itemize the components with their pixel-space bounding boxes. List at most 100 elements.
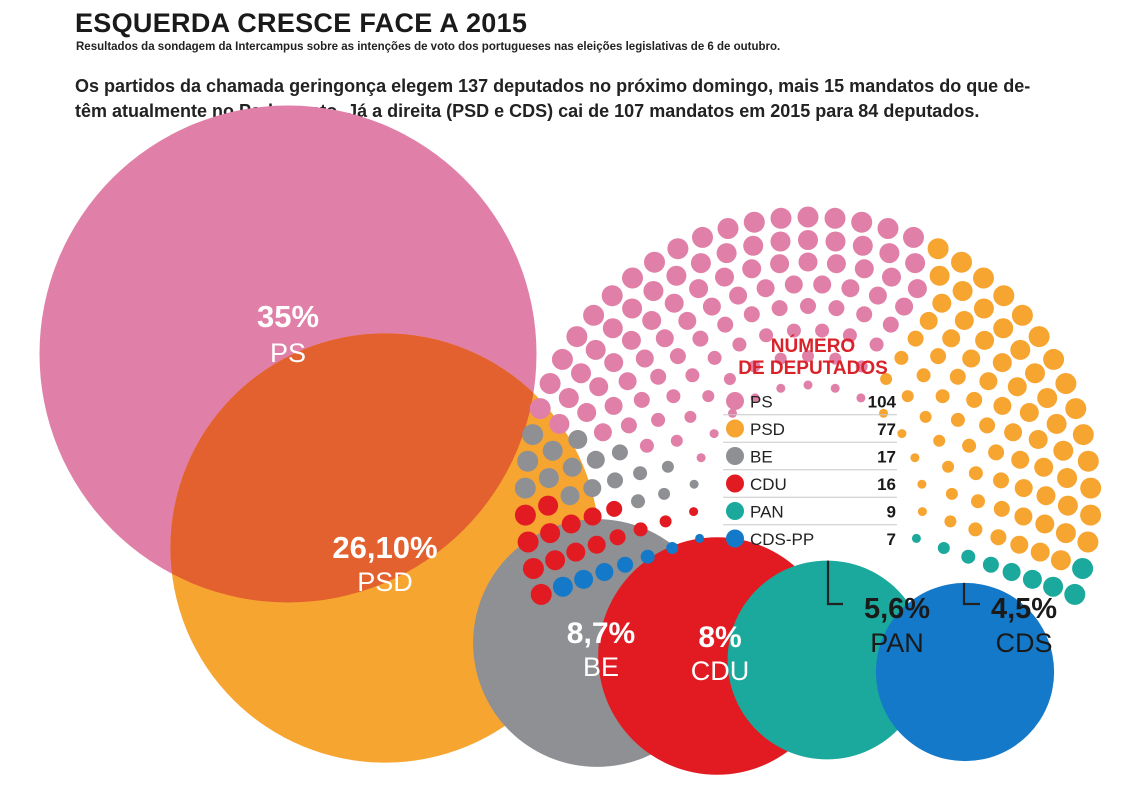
seat-ps xyxy=(666,265,687,286)
legend-seats-be: 17 xyxy=(877,448,896,467)
seat-psd xyxy=(1053,440,1074,461)
seat-cdu xyxy=(561,514,581,534)
seat-psd xyxy=(1034,457,1054,477)
seat-psd xyxy=(973,267,994,289)
leader-line-cds xyxy=(962,582,980,606)
seat-ps xyxy=(622,267,643,289)
seat-ps xyxy=(692,330,709,347)
seat-psd xyxy=(988,444,1005,461)
seat-cdu xyxy=(609,529,626,546)
seat-ps xyxy=(593,423,612,442)
legend-swatch-cdu xyxy=(726,474,744,493)
seat-psd xyxy=(1036,486,1056,506)
seat-be xyxy=(538,468,559,488)
label-pct-be: 8,7% xyxy=(567,617,635,650)
legend-swatch-cds-pp xyxy=(726,529,744,548)
seat-psd xyxy=(907,330,924,347)
legend-party-ps: PS xyxy=(750,393,773,412)
seat-ps xyxy=(715,267,734,287)
seat-psd xyxy=(1057,495,1078,516)
seat-psd xyxy=(1004,423,1023,442)
seat-cdu xyxy=(689,507,699,517)
seat-ps xyxy=(784,275,803,294)
seat-psd xyxy=(1046,413,1067,434)
seat-psd xyxy=(950,412,965,427)
seat-ps xyxy=(643,281,664,301)
seat-cdu xyxy=(587,535,606,554)
seat-pan xyxy=(937,542,950,554)
seat-psd xyxy=(910,453,920,463)
seat-ps xyxy=(824,207,846,229)
bubble-cds xyxy=(875,582,1055,762)
seat-cds-pp xyxy=(574,569,594,589)
seat-psd xyxy=(1030,542,1050,562)
legend-swatch-pan xyxy=(726,502,744,520)
seat-ps xyxy=(742,259,762,279)
seat-cdu xyxy=(517,531,539,553)
seat-ps xyxy=(644,251,665,273)
seat-ps xyxy=(650,368,667,385)
seat-ps xyxy=(716,243,737,264)
seat-ps xyxy=(770,254,790,274)
seat-ps xyxy=(732,337,747,352)
seat-psd xyxy=(1014,479,1033,498)
label-name-pan: PAN xyxy=(870,628,924,658)
parliament-hemicycle xyxy=(514,206,1102,605)
seat-psd xyxy=(1028,430,1048,449)
seat-psd xyxy=(917,507,927,517)
seat-psd xyxy=(993,318,1014,339)
seat-ps xyxy=(666,389,681,404)
seat-ps xyxy=(692,226,713,248)
seat-be xyxy=(542,440,563,461)
seat-cds-pp xyxy=(666,542,679,554)
seat-ps xyxy=(723,373,736,385)
seat-psd xyxy=(945,487,958,500)
label-name-cds: CDS xyxy=(995,628,1052,658)
label-pct-cdu: 8% xyxy=(698,621,741,654)
bubble-overlap-ps-psd xyxy=(170,333,537,603)
seat-ps xyxy=(669,348,686,365)
seat-ps xyxy=(589,377,609,397)
seat-cdu xyxy=(538,495,559,516)
seat-ps xyxy=(842,328,857,343)
seat-ps xyxy=(604,353,624,373)
seat-psd xyxy=(993,396,1012,415)
seat-cdu xyxy=(514,504,536,526)
seat-ps xyxy=(797,206,819,228)
legend-party-be: BE xyxy=(750,448,773,467)
seat-ps xyxy=(828,300,845,317)
seat-psd xyxy=(1065,398,1087,420)
seat-psd xyxy=(1007,377,1027,397)
seat-ps xyxy=(802,350,814,362)
seat-ps xyxy=(743,235,764,256)
seat-be xyxy=(568,430,588,449)
legend-party-cdu: CDU xyxy=(750,475,787,494)
legend-seats-cdu: 16 xyxy=(877,475,896,494)
seat-psd xyxy=(1037,388,1058,408)
seat-pan xyxy=(982,556,999,573)
seat-psd xyxy=(990,529,1007,546)
label-pct-psd: 26,10% xyxy=(332,530,437,565)
seat-psd xyxy=(919,311,938,330)
seat-psd xyxy=(951,251,972,273)
seat-psd xyxy=(1080,504,1102,526)
seat-ps xyxy=(813,275,832,294)
seat-be xyxy=(633,466,648,481)
seat-psd xyxy=(954,311,974,330)
seat-ps xyxy=(551,348,573,370)
seat-psd xyxy=(993,285,1015,307)
seat-ps xyxy=(756,279,775,298)
seat-psd xyxy=(979,372,998,391)
seat-pan xyxy=(1022,569,1042,589)
seat-psd xyxy=(927,238,949,260)
seat-psd xyxy=(975,330,995,350)
seat-psd xyxy=(1043,348,1065,370)
label-pct-pan: 5,6% xyxy=(864,593,930,625)
seat-ps xyxy=(728,408,737,418)
seat-ps xyxy=(774,352,787,365)
seat-ps xyxy=(678,311,697,330)
seat-psd xyxy=(1055,373,1077,394)
legend-title-1: NÚMERO xyxy=(771,335,855,357)
seat-be xyxy=(611,444,628,461)
